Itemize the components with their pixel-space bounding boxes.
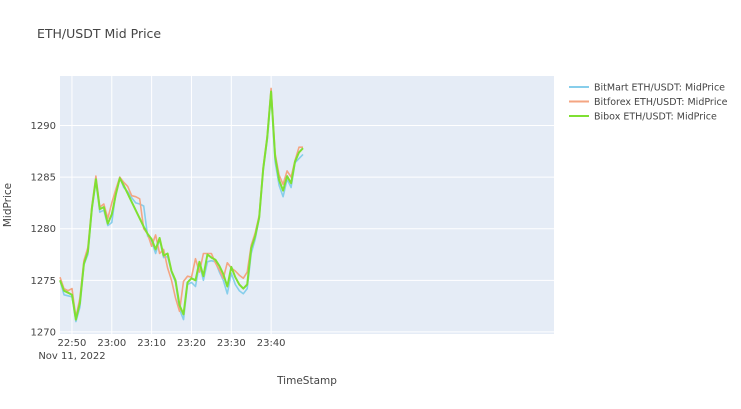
x-tick-label: 23:00 (97, 338, 126, 349)
series-line-3 (59, 90, 304, 321)
x-tick-labels: 22:50 Nov 11, 2022 23:00 23:10 23:20 23:30 23:… (38, 338, 285, 362)
x-tick-label: 23:30 (217, 338, 246, 349)
y-tick-label: 1285 (31, 173, 56, 184)
x-tick-label: 23:20 (177, 338, 206, 349)
legend-item[interactable]: Bitforex ETH/USDT: MidPrice (569, 97, 728, 108)
legend-label: BitMart ETH/USDT: MidPrice (594, 83, 725, 94)
legend-label: Bibox ETH/USDT: MidPrice (594, 112, 717, 123)
legend-label: Bitforex ETH/USDT: MidPrice (594, 97, 728, 108)
y-tick-labels: 1270 1275 1280 1285 1290 (31, 121, 56, 338)
y-tick-label: 1280 (31, 224, 56, 235)
x-tick-label: 23:10 (137, 338, 166, 349)
grid-layer (60, 76, 554, 334)
chart-title: ETH/USDT Mid Price (37, 26, 161, 41)
y-tick-label: 1275 (31, 276, 56, 287)
y-tick-label: 1270 (31, 327, 56, 338)
x-tick-label: 22:50 (58, 338, 87, 349)
x-tick-label: 23:40 (257, 338, 286, 349)
y-axis-title: MidPrice (2, 183, 14, 227)
y-tick-label: 1290 (31, 121, 56, 132)
x-tick-date-label: Nov 11, 2022 (38, 351, 105, 362)
legend-item[interactable]: Bibox ETH/USDT: MidPrice (569, 112, 717, 123)
series-layer (59, 87, 304, 323)
legend[interactable]: BitMart ETH/USDT: MidPrice Bitforex ETH/U… (569, 83, 728, 123)
legend-item[interactable]: BitMart ETH/USDT: MidPrice (569, 83, 725, 94)
x-axis-title: TimeStamp (276, 375, 337, 387)
